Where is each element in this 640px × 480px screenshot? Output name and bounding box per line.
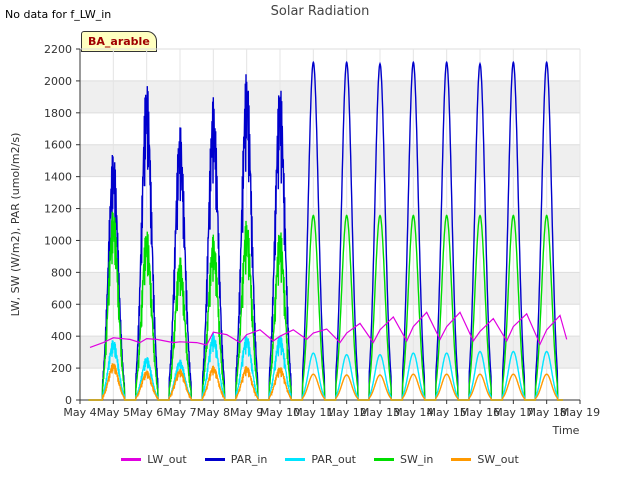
legend-item-sw-out: SW_out: [451, 453, 519, 466]
series-lw-out-line: [89, 311, 568, 348]
x-tick-label: May 12: [327, 406, 367, 419]
x-tick-label: May 9: [230, 406, 263, 419]
y-tick-label: 2000: [44, 75, 72, 88]
x-tick-label: May 15: [427, 406, 467, 419]
grid-band: [80, 144, 580, 177]
x-tick-label: May 4: [63, 406, 96, 419]
grid-band: [80, 272, 580, 305]
grid-band: [80, 208, 580, 241]
x-tick-label: May 6: [130, 406, 163, 419]
x-tick-label: May 14: [393, 406, 433, 419]
x-tick-label: May 11: [293, 406, 333, 419]
legend-label: LW_out: [147, 453, 187, 466]
x-tick-label: May 18: [527, 406, 567, 419]
legend: LW_out PAR_in PAR_out SW_in SW_out: [0, 453, 640, 466]
y-tick-label: 1200: [44, 203, 72, 216]
no-data-note: No data for f_LW_in: [5, 8, 112, 21]
legend-swatch: [451, 458, 472, 461]
x-tick-label: May 17: [493, 406, 533, 419]
chart-title: Solar Radiation: [270, 4, 370, 19]
y-tick-label: 400: [51, 330, 72, 343]
y-tick-label: 1000: [44, 234, 72, 247]
legend-item-par-out: PAR_out: [285, 453, 356, 466]
x-tick-label: May 8: [197, 406, 230, 419]
x-tick-label: May 13: [360, 406, 400, 419]
legend-label: PAR_in: [230, 453, 268, 466]
y-tick-label: 1600: [44, 139, 72, 152]
legend-swatch: [285, 458, 306, 461]
y-tick-label: 800: [51, 266, 72, 279]
legend-item-par-in: PAR_in: [204, 453, 268, 466]
x-axis-label: Time: [552, 424, 580, 437]
legend-item-sw-in: SW_in: [374, 453, 433, 466]
legend-label: PAR_out: [311, 453, 356, 466]
y-axis-label: LW, SW (W/m2), PAR (umol/m2/s): [9, 133, 22, 317]
grid-band: [80, 336, 580, 369]
legend-item-lw-out: LW_out: [121, 453, 187, 466]
legend-swatch: [204, 458, 225, 461]
x-tick-label: May 10: [260, 406, 300, 419]
y-tick-label: 0: [65, 394, 72, 407]
y-tick-label: 1800: [44, 107, 72, 120]
legend-label: SW_out: [477, 453, 519, 466]
legend-swatch: [121, 458, 142, 461]
x-tick-label: May 16: [460, 406, 500, 419]
grid-band: [80, 80, 580, 113]
site-badge: BA_arable: [81, 31, 157, 52]
x-tick-label: May 5: [97, 406, 130, 419]
y-tick-label: 200: [51, 362, 72, 375]
y-tick-label: 600: [51, 298, 72, 311]
x-tick-label: May 19: [560, 406, 600, 419]
x-tick-label: May 7: [163, 406, 196, 419]
y-tick-label: 1400: [44, 171, 72, 184]
legend-swatch: [374, 458, 394, 461]
y-tick-label: 2200: [44, 43, 72, 56]
legend-label: SW_in: [400, 453, 434, 466]
series-sw-out-line: [88, 363, 563, 401]
